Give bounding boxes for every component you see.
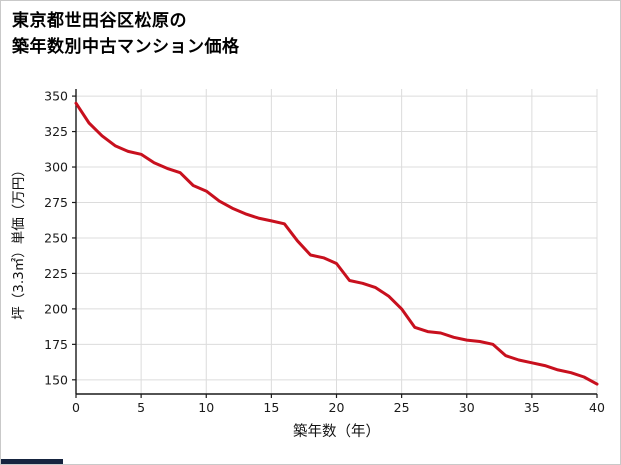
x-tick-label: 25 (394, 400, 410, 415)
y-tick-label: 300 (44, 160, 68, 175)
price-data-line (74, 101, 599, 386)
x-tick-label: 35 (524, 400, 540, 415)
y-tick-label: 350 (44, 89, 68, 104)
chart-title-line2: 築年数別中古マンション価格 (12, 36, 240, 57)
gridlines (75, 89, 598, 394)
x-tick-label: 30 (459, 400, 475, 415)
axes: 0 5 10 15 20 25 30 35 40 150 175 200 225 250 275 300 325… (44, 89, 605, 415)
x-axis-label: 築年数（年） (293, 422, 380, 440)
x-tick-label: 40 (589, 400, 605, 415)
x-tick-label: 20 (329, 400, 345, 415)
y-tick-label: 275 (44, 195, 68, 210)
y-tick-label: 325 (44, 124, 68, 139)
y-tick-label: 200 (44, 301, 68, 316)
x-tick-label: 15 (263, 400, 279, 415)
x-tick-label: 5 (137, 400, 145, 415)
y-tick-label: 175 (44, 337, 68, 352)
chart-title: 東京都世田谷区松原の 築年数別中古マンション価格 (12, 9, 240, 60)
x-tick-label: 10 (198, 400, 214, 415)
chart-title-line1: 東京都世田谷区松原の (12, 11, 187, 31)
y-tick-label: 250 (44, 230, 68, 245)
footer-strip (1, 459, 63, 464)
y-tick-label: 150 (44, 372, 68, 387)
y-axis-label: 坪（3.3㎡）単価（万円） (11, 163, 27, 319)
x-tick-label: 0 (72, 400, 80, 415)
y-tick-label: 225 (44, 266, 68, 281)
